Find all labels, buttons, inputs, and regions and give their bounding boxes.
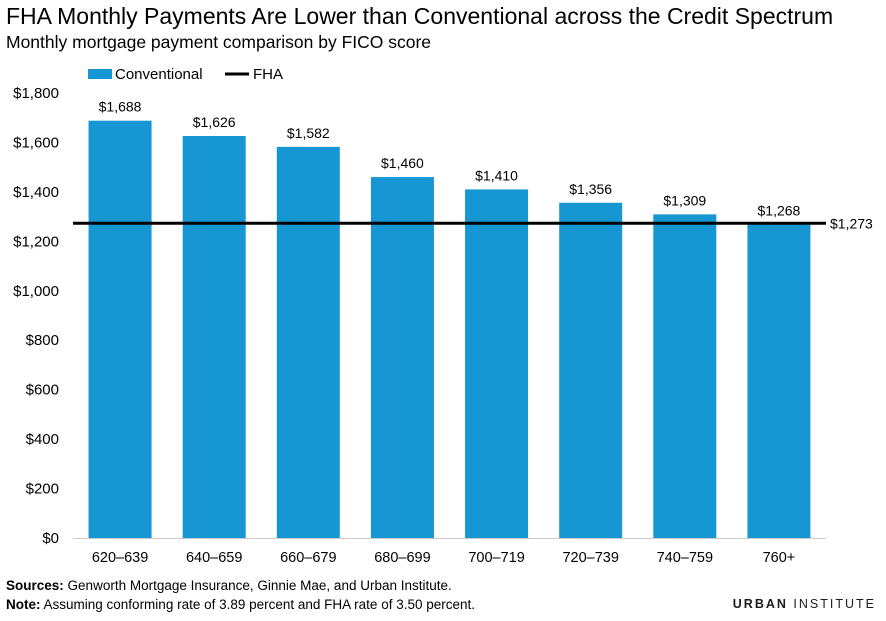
legend: Conventional FHA [88, 66, 283, 83]
fha-line-label: $1,273 [830, 215, 873, 231]
bars: $1,688 $1,626 $1,582 $1,460 $1,410 $1,356 $1,3… [88, 99, 811, 539]
sources-label: Sources: [6, 578, 64, 593]
x-tick-label: 740–759 [657, 550, 713, 566]
y-axis: $0 $200 $400 $600 $800 $1,000 $1,200 $1,400 $1,6… [13, 85, 59, 547]
bar-value-label: $1,356 [569, 181, 612, 197]
chart-title: FHA Monthly Payments Are Lower than Conv… [6, 3, 834, 29]
bar [747, 224, 811, 538]
y-tick-label: $1,200 [13, 233, 59, 250]
x-tick-label: 700–719 [468, 550, 524, 566]
bar-chart: Conventional FHA $0 $200 $400 $600 $800 $1,00… [13, 66, 873, 566]
chart-subtitle: Monthly mortgage payment comparison by F… [6, 32, 432, 52]
bar-value-label: $1,688 [99, 99, 142, 115]
y-tick-label: $1,600 [13, 134, 59, 151]
bar [276, 146, 340, 538]
legend-label-conventional: Conventional [115, 66, 203, 83]
x-tick-label: 680–699 [374, 550, 430, 566]
bar-value-label: $1,309 [663, 192, 706, 208]
bar-value-label: $1,626 [193, 114, 236, 130]
x-tick-label: 660–679 [280, 550, 336, 566]
sources-note: Sources: Genworth Mortgage Insurance, Gi… [6, 578, 452, 593]
x-tick-label: 640–659 [186, 550, 242, 566]
legend-swatch-conventional [88, 69, 112, 79]
brand-logo: URBAN INSTITUTE [732, 597, 876, 611]
bar-value-label: $1,582 [287, 125, 330, 141]
bar [653, 214, 717, 538]
bar-value-label: $1,410 [475, 167, 518, 183]
note-text: Assuming conforming rate of 3.89 percent… [43, 597, 476, 612]
sources-text: Genworth Mortgage Insurance, Ginnie Mae,… [67, 578, 452, 593]
note-label: Note: [6, 597, 41, 612]
y-tick-label: $1,800 [13, 85, 59, 102]
legend-label-fha: FHA [253, 66, 283, 83]
x-tick-label: 620–639 [92, 550, 148, 566]
bar [370, 177, 434, 539]
y-tick-label: $1,000 [13, 283, 59, 300]
x-tick-label: 760+ [763, 550, 796, 566]
bar [88, 120, 152, 538]
y-tick-label: $1,400 [13, 184, 59, 201]
x-axis: 620–639 640–659 660–679 680–699 700–719 720–7… [73, 538, 826, 566]
y-tick-label: $600 [26, 382, 59, 399]
bar-value-label: $1,268 [758, 203, 801, 219]
y-tick-label: $800 [26, 332, 59, 349]
y-tick-label: $0 [42, 530, 59, 547]
footnote: Note: Assuming conforming rate of 3.89 p… [6, 597, 475, 612]
y-tick-label: $400 [26, 431, 59, 448]
fha-reference: $1,273 [73, 215, 873, 231]
x-tick-label: 720–739 [562, 550, 618, 566]
bar-value-label: $1,460 [381, 155, 424, 171]
bar [559, 202, 623, 538]
bar [182, 136, 246, 538]
bar [465, 189, 529, 538]
y-tick-label: $200 [26, 481, 59, 498]
